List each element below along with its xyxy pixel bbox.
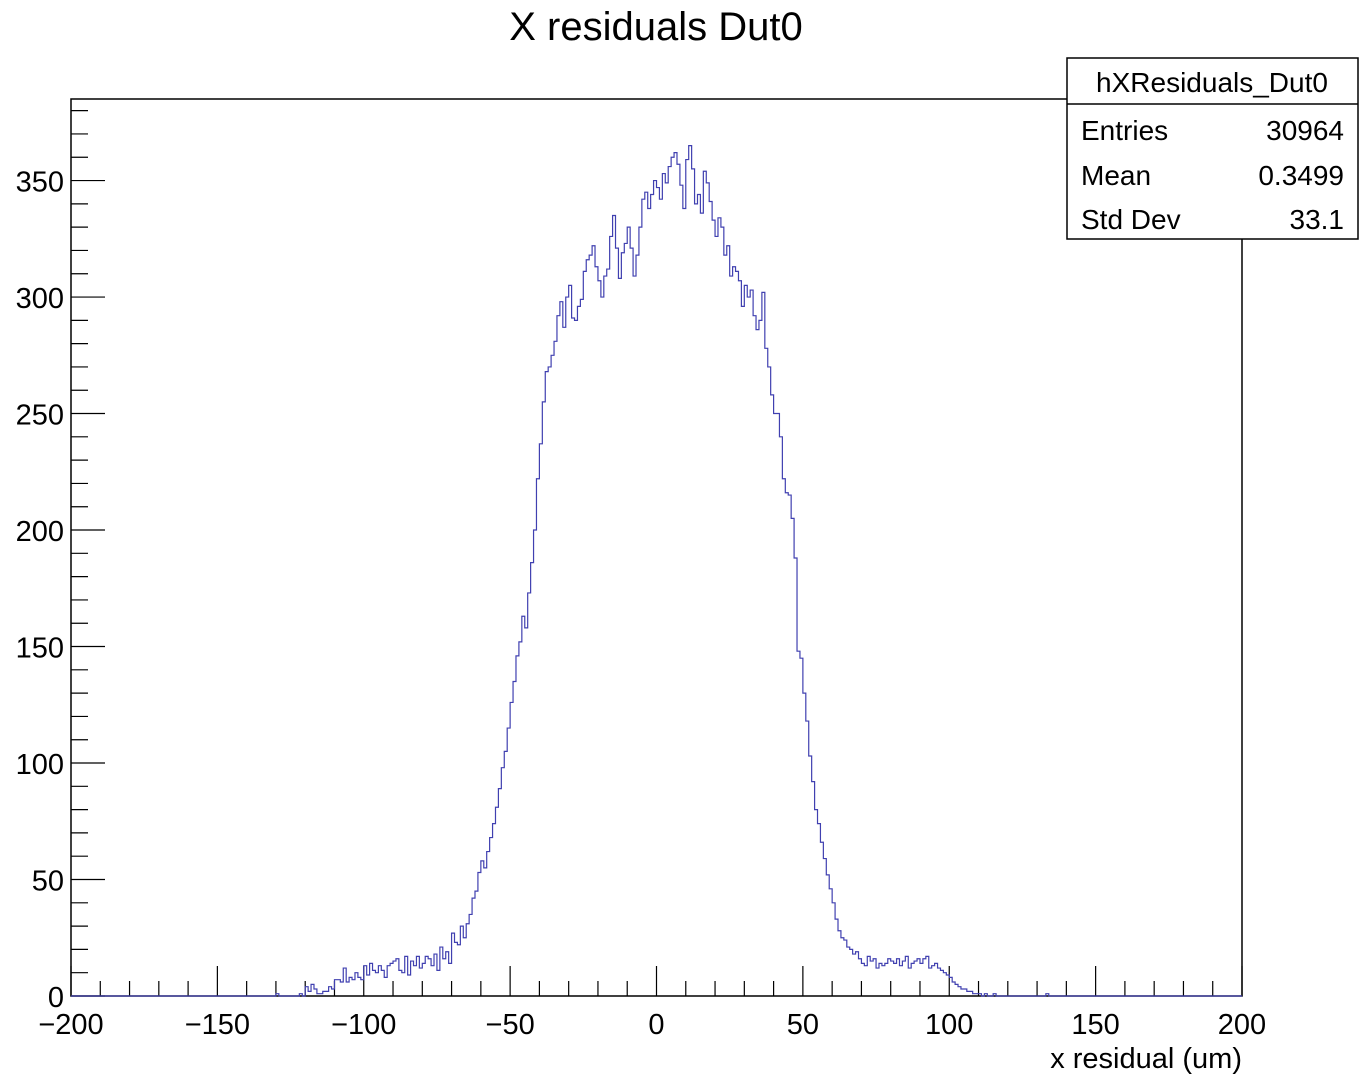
x-tick-label: 150 (1071, 1009, 1119, 1041)
y-tick-label: 350 (16, 167, 64, 199)
stats-value-std-dev: 33.1 (1290, 204, 1345, 235)
axis-tick-labels: −200 −150 −100 −50 0 50 100 150 200 0 50 100 150 200 2… (16, 167, 1267, 1041)
stats-box-title: hXResiduals_Dut0 (1096, 67, 1328, 98)
y-tick-label: 300 (16, 283, 64, 315)
x-tick-label: 100 (925, 1009, 973, 1041)
x-tick-label: −50 (486, 1009, 535, 1041)
x-tick-label: −150 (185, 1009, 250, 1041)
stats-label-std-dev: Std Dev (1081, 204, 1181, 235)
stats-value-mean: 0.3499 (1258, 160, 1344, 191)
y-tick-label: 150 (16, 633, 64, 665)
stats-label-entries: Entries (1081, 115, 1168, 146)
x-tick-label: 0 (648, 1009, 664, 1041)
chart-title: X residuals Dut0 (509, 5, 802, 49)
y-tick-label: 0 (48, 982, 64, 1014)
x-tick-label: −200 (38, 1009, 103, 1041)
x-tick-label: 200 (1218, 1009, 1266, 1041)
x-tick-label: 50 (787, 1009, 819, 1041)
axis-ticks (70, 110, 1243, 997)
y-tick-label: 100 (16, 749, 64, 781)
stats-box-frame (1066, 57, 1359, 240)
y-tick-label: 50 (32, 866, 64, 898)
x-tick-label: −100 (331, 1009, 396, 1041)
stats-value-entries: 30964 (1266, 115, 1344, 146)
histogram-series-line (71, 145, 1242, 997)
y-tick-label: 250 (16, 400, 64, 432)
stats-box: hXResiduals_Dut0 Entries 30964 Mean 0.34… (1066, 57, 1359, 240)
y-tick-label: 200 (16, 516, 64, 548)
stats-label-mean: Mean (1081, 160, 1151, 191)
x-axis-label: x residual (um) (1050, 1043, 1242, 1075)
